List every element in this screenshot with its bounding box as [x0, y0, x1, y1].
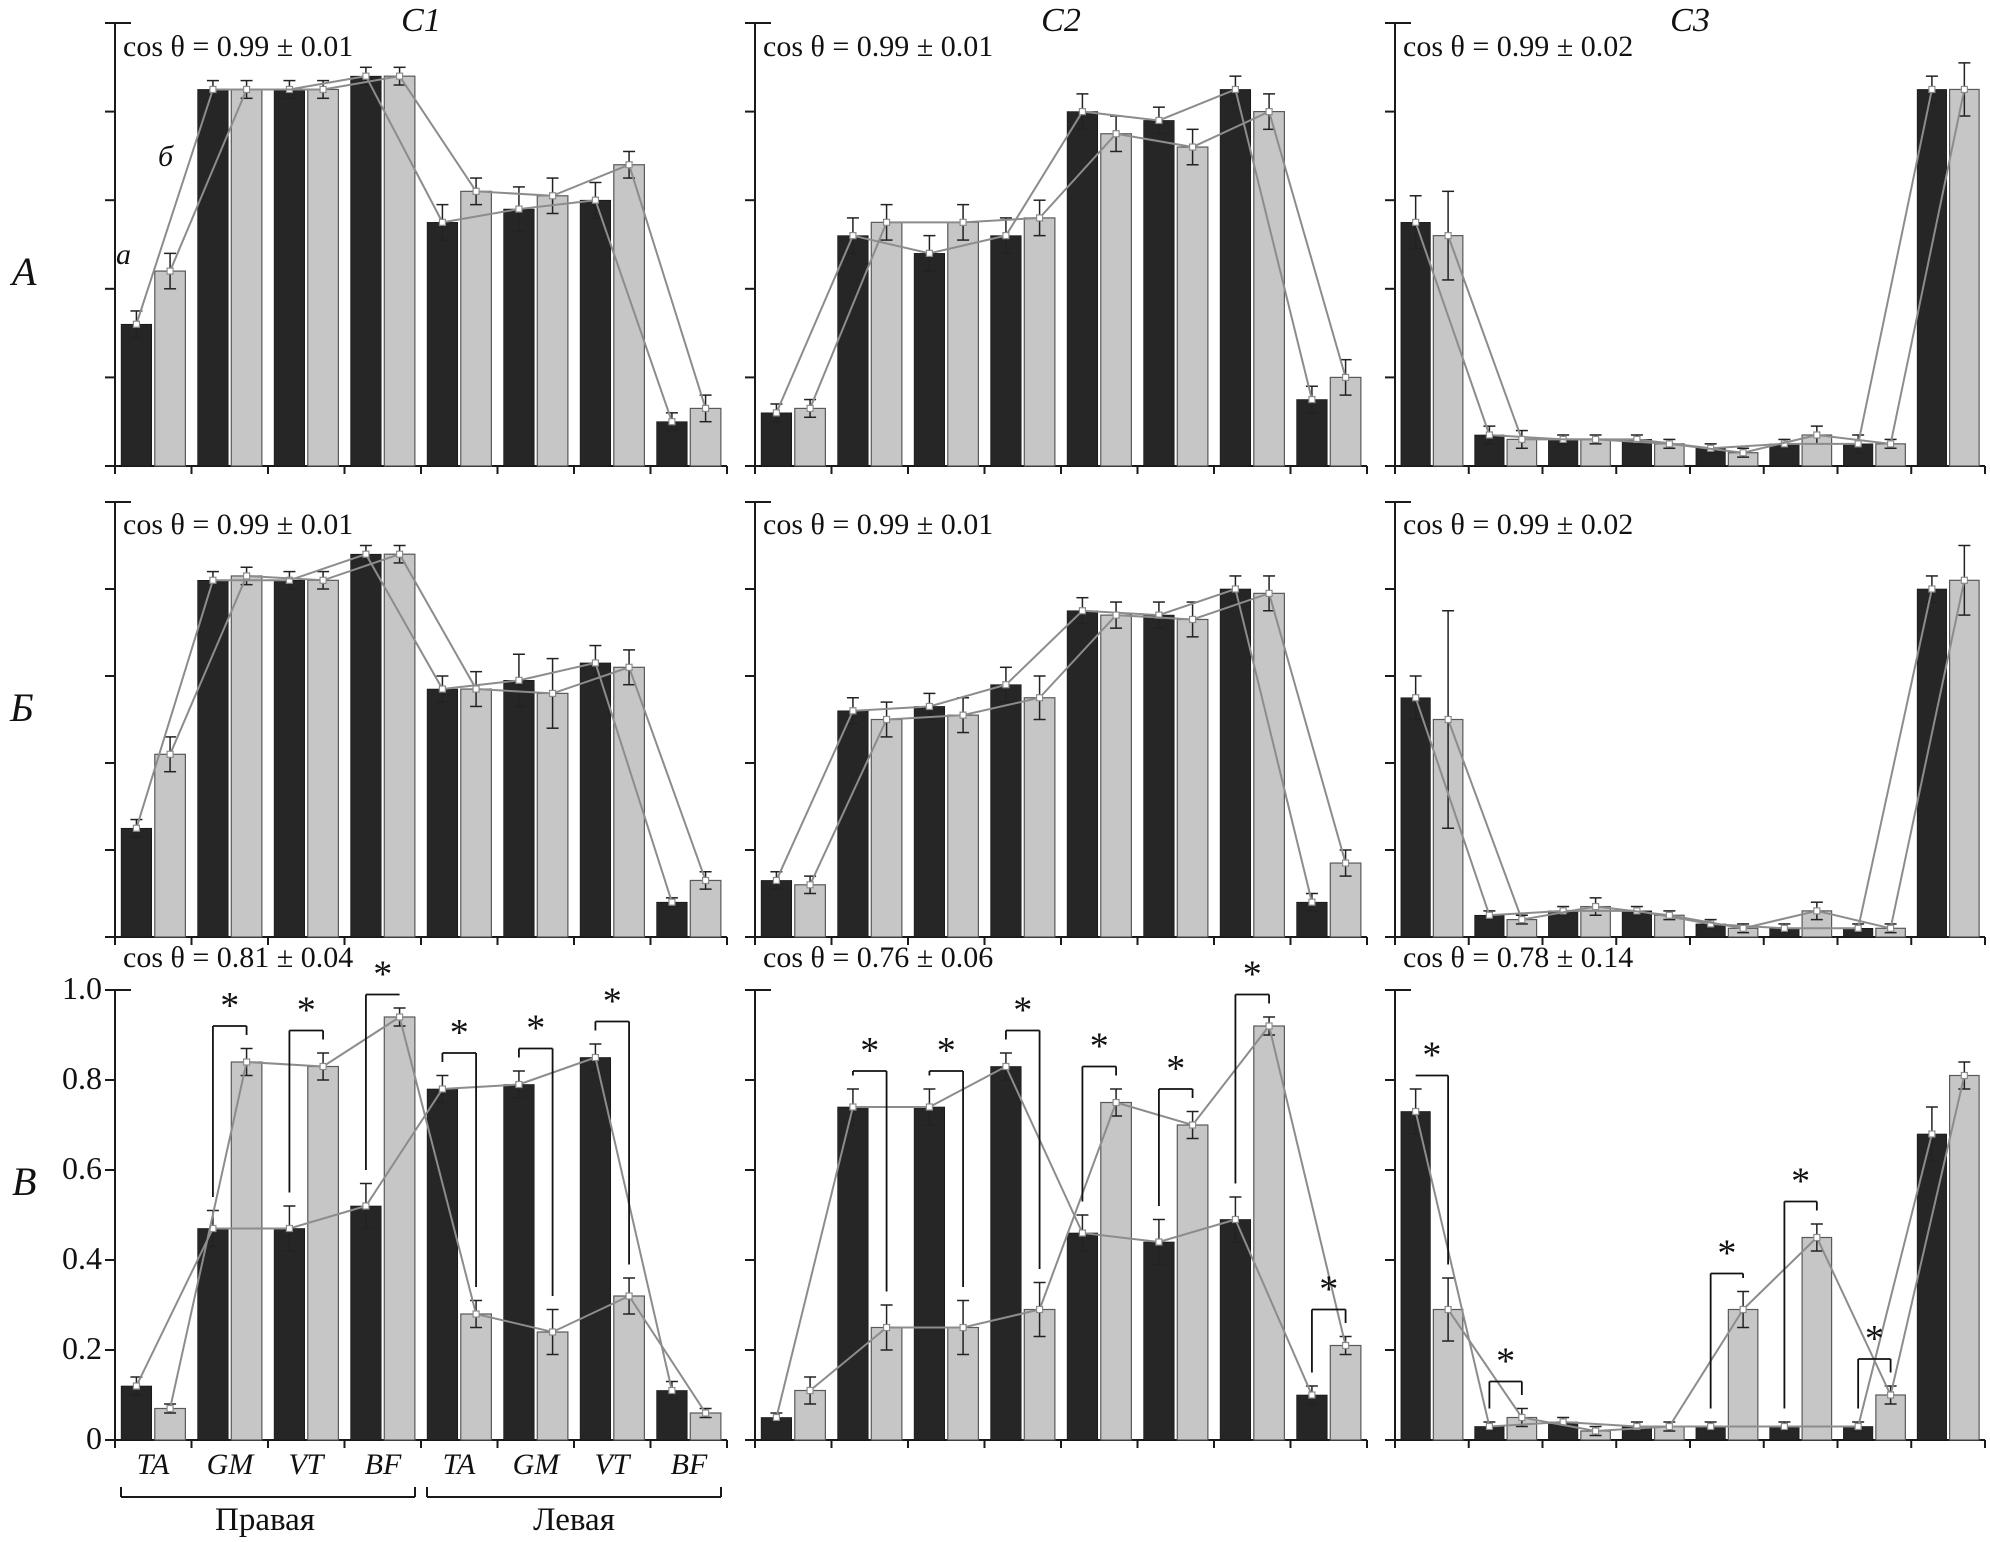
cos-annotation-v-c2: cos θ = 0.76 ± 0.06	[763, 941, 994, 974]
significance-asterisk: *	[937, 1030, 956, 1072]
significance-asterisk: *	[450, 1012, 469, 1054]
significance-asterisk: *	[297, 990, 316, 1032]
x-axis-label-vt-left: VT	[594, 1448, 630, 1481]
x-axis-label-ta-left: TA	[442, 1448, 476, 1481]
series-label-b: б	[158, 140, 174, 173]
cos-annotation-a-c2: cos θ = 0.99 ± 0.01	[763, 30, 994, 63]
group-label-right-leg: Правая	[215, 1502, 315, 1538]
y-axis-tick-label: 0.6	[62, 1150, 102, 1186]
significance-asterisk: *	[1013, 990, 1032, 1032]
series-label-a: а	[116, 238, 131, 271]
significance-asterisk: *	[526, 1008, 545, 1050]
cos-annotation-b-c2: cos θ = 0.99 ± 0.01	[763, 508, 994, 541]
row-label-a: А	[12, 249, 37, 294]
cos-annotation-b-c3: cos θ = 0.99 ± 0.02	[1403, 508, 1634, 541]
significance-asterisk: *	[1496, 1341, 1515, 1383]
column-title-c1: C1	[401, 2, 441, 39]
column-title-c2: C2	[1041, 2, 1081, 39]
group-label-left-leg: Левая	[533, 1502, 615, 1538]
x-axis-label-vt-right: VT	[288, 1448, 324, 1481]
cos-annotation-a-c3: cos θ = 0.99 ± 0.02	[1403, 30, 1634, 63]
y-axis-tick-label: 0.8	[62, 1060, 102, 1096]
significance-asterisk: *	[1717, 1233, 1736, 1275]
significance-asterisk: *	[1166, 1048, 1185, 1090]
x-axis-label-bf-right: BF	[364, 1448, 402, 1481]
column-title-c3: C3	[1670, 2, 1710, 39]
significance-asterisk: *	[603, 981, 622, 1023]
significance-asterisk: *	[1865, 1318, 1884, 1360]
significance-asterisk: *	[1243, 954, 1262, 996]
significance-asterisk: *	[1319, 1269, 1338, 1311]
cos-annotation-b-c1: cos θ = 0.99 ± 0.01	[123, 508, 354, 541]
significance-asterisk: *	[860, 1030, 879, 1072]
row-label-b: Б	[10, 685, 34, 730]
x-axis-label-ta-right: TA	[136, 1448, 170, 1481]
cos-annotation-v-c3: cos θ = 0.78 ± 0.14	[1403, 941, 1634, 974]
significance-asterisk: *	[220, 985, 239, 1027]
cos-annotation-a-c1: cos θ = 0.99 ± 0.01	[123, 30, 354, 63]
significance-asterisk: *	[373, 954, 392, 996]
significance-asterisk: *	[1791, 1161, 1810, 1203]
y-axis-tick-label: 1.0	[62, 970, 102, 1006]
y-axis-tick-label: 0.2	[62, 1330, 102, 1366]
x-axis-label-bf-left: BF	[670, 1448, 708, 1481]
x-axis-label-gm-right: GM	[206, 1448, 254, 1481]
significance-asterisk: *	[1422, 1035, 1441, 1077]
cos-annotation-v-c1: cos θ = 0.81 ± 0.04	[123, 941, 354, 974]
x-axis-label-gm-left: GM	[512, 1448, 560, 1481]
y-axis-tick-label: 0.4	[62, 1240, 102, 1276]
row-label-v: В	[12, 1159, 37, 1204]
y-axis-tick-label: 0	[86, 1420, 102, 1456]
significance-asterisk: *	[1090, 1026, 1109, 1068]
